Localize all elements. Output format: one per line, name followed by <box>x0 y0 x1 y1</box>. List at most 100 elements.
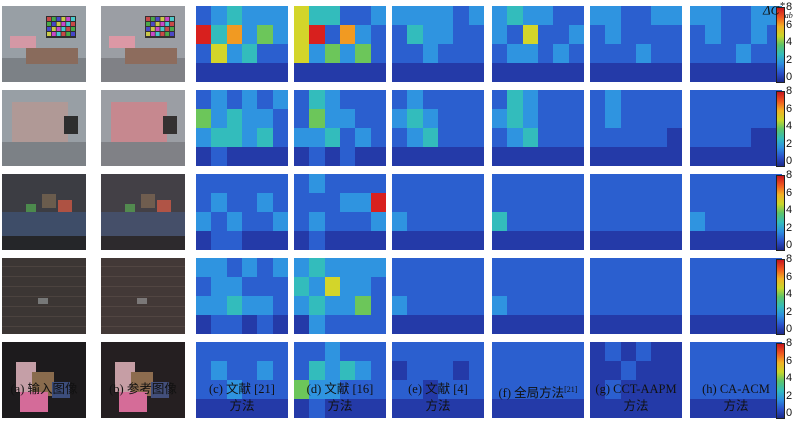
heatmap-cell <box>605 315 621 334</box>
heatmap-cell <box>407 380 423 399</box>
colorbar-tick: 8 <box>786 85 793 97</box>
heatmap-cell <box>241 128 258 147</box>
heatmap-cell <box>651 361 667 380</box>
heatmap-cell <box>257 296 273 315</box>
heatmap-cell <box>522 174 538 193</box>
heatmap-cell <box>720 342 736 361</box>
heatmap-cell <box>309 174 325 193</box>
error-heatmap-4-c <box>196 258 288 334</box>
heatmap-cell <box>507 277 523 296</box>
heatmap-cell <box>370 315 386 334</box>
heatmap-cell <box>453 6 469 25</box>
heatmap-cell <box>453 258 469 277</box>
colorbar-3 <box>776 175 785 251</box>
heatmap-cell <box>666 258 682 277</box>
colorbar-tick: 4 <box>786 120 793 132</box>
heatmap-cell <box>226 44 242 63</box>
heatmap-cell <box>492 193 508 212</box>
error-heatmap-1-e <box>392 6 484 82</box>
error-heatmap-1-d <box>294 6 386 82</box>
heatmap-cell <box>453 361 469 380</box>
heatmap-cell <box>339 109 356 128</box>
heatmap-cell <box>553 6 569 25</box>
heatmap-cell <box>272 399 288 418</box>
heatmap-cell <box>355 212 371 231</box>
heatmap-cell <box>339 258 356 277</box>
heatmap-cell <box>241 193 258 212</box>
heatmap-cell <box>507 380 523 399</box>
heatmap-cell <box>620 277 636 296</box>
heatmap-cell <box>324 25 340 44</box>
heatmap-cell <box>537 44 554 63</box>
heatmap-cell <box>407 25 423 44</box>
error-heatmap-5-h <box>690 342 782 418</box>
heatmap-cell <box>635 128 652 147</box>
error-heatmap-1-c <box>196 6 288 82</box>
heatmap-cell <box>294 128 310 147</box>
heatmap-cell <box>407 128 423 147</box>
heatmap-cell <box>705 399 721 418</box>
heatmap-cell <box>468 193 484 212</box>
heatmap-cell <box>735 361 752 380</box>
heatmap-cell <box>272 212 288 231</box>
heatmap-cell <box>339 193 356 212</box>
heatmap-cell <box>735 342 752 361</box>
heatmap-cell <box>751 63 767 82</box>
heatmap-cell <box>553 109 569 128</box>
heatmap-cell <box>690 193 706 212</box>
heatmap-cell <box>453 380 469 399</box>
heatmap-cell <box>211 90 227 109</box>
heatmap-cell <box>453 212 469 231</box>
heatmap-cell <box>720 6 736 25</box>
heatmap-cell <box>568 231 584 250</box>
heatmap-cell <box>272 44 288 63</box>
heatmap-cell <box>226 277 242 296</box>
heatmap-cell <box>751 6 767 25</box>
heatmap-cell <box>468 6 484 25</box>
heatmap-cell <box>468 231 484 250</box>
heatmap-cell <box>568 128 584 147</box>
heatmap-cell <box>392 6 408 25</box>
heatmap-cell <box>590 128 606 147</box>
heatmap-cell <box>324 193 340 212</box>
heatmap-cell <box>355 361 371 380</box>
heatmap-cell <box>492 399 508 418</box>
heatmap-cell <box>226 361 242 380</box>
heatmap-cell <box>735 147 752 166</box>
heatmap-cell <box>522 277 538 296</box>
heatmap-cell <box>370 212 386 231</box>
heatmap-cell <box>211 63 227 82</box>
heatmap-cell <box>522 109 538 128</box>
heatmap-cell <box>324 90 340 109</box>
heatmap-cell <box>507 174 523 193</box>
heatmap-cell <box>735 174 752 193</box>
heatmap-cell <box>666 6 682 25</box>
caption-h: (h) CA-ACM 方法 <box>702 382 770 413</box>
heatmap-cell <box>720 109 736 128</box>
heatmap-cell <box>196 147 212 166</box>
heatmap-cell <box>590 258 606 277</box>
heatmap-cell <box>407 296 423 315</box>
heatmap-cell <box>568 6 584 25</box>
heatmap-cell <box>422 342 438 361</box>
heatmap-cell <box>453 342 469 361</box>
heatmap-cell <box>507 109 523 128</box>
heatmap-cell <box>751 147 767 166</box>
heatmap-cell <box>468 25 484 44</box>
heatmap-cell <box>537 231 554 250</box>
heatmap-cell <box>666 25 682 44</box>
heatmap-cell <box>407 44 423 63</box>
heatmap-cell <box>666 342 682 361</box>
heatmap-cell <box>196 399 212 418</box>
heatmap-cell <box>226 147 242 166</box>
colorbar-tick: 0 <box>786 71 793 83</box>
heatmap-cell <box>705 258 721 277</box>
heatmap-cell <box>241 361 258 380</box>
heatmap-cell <box>705 212 721 231</box>
heatmap-cell <box>196 109 212 128</box>
error-heatmap-5-e <box>392 342 484 418</box>
colorbar-tick: 4 <box>786 204 793 216</box>
heatmap-cell <box>257 193 273 212</box>
heatmap-cell <box>211 342 227 361</box>
heatmap-cell <box>257 90 273 109</box>
